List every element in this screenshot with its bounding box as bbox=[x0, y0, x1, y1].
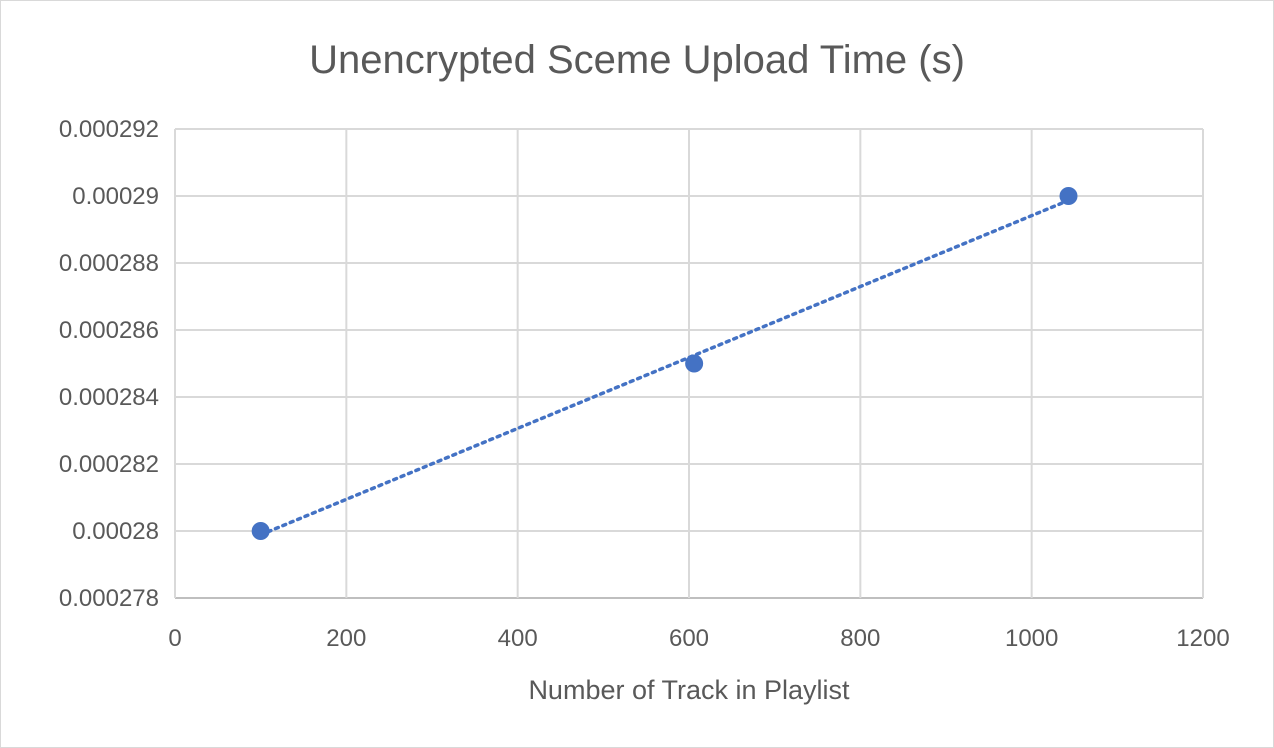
data-point bbox=[251, 522, 270, 540]
trendline bbox=[258, 198, 1071, 537]
y-tick-label: 0.000282 bbox=[59, 451, 159, 478]
y-tick-label: 0.000278 bbox=[59, 585, 159, 612]
y-tick-label: 0.00028 bbox=[72, 518, 159, 545]
data-point bbox=[1059, 187, 1078, 205]
chart-title: Unencrypted Sceme Upload Time (s) bbox=[309, 38, 965, 82]
x-axis-title: Number of Track in Playlist bbox=[528, 675, 850, 705]
y-tick-label: 0.000284 bbox=[59, 384, 159, 411]
x-tick-label: 400 bbox=[498, 625, 538, 652]
y-tick-label: 0.000286 bbox=[59, 317, 159, 344]
x-tick-label: 0 bbox=[168, 625, 181, 652]
gridlines bbox=[174, 128, 1204, 599]
x-tick-label: 1200 bbox=[1176, 625, 1229, 652]
trendline-layer bbox=[258, 198, 1071, 537]
y-axis-ticks: 0.000278 0.00028 0.000282 0.000284 0.000286 0… bbox=[59, 116, 159, 612]
data-points bbox=[251, 187, 1078, 540]
x-axis-ticks: 0 200 400 600 800 1000 1200 bbox=[168, 625, 1229, 652]
data-point bbox=[685, 354, 704, 373]
x-tick-label: 800 bbox=[840, 625, 880, 652]
y-tick-label: 0.00029 bbox=[72, 183, 159, 210]
y-tick-label: 0.000292 bbox=[59, 116, 159, 143]
x-tick-label: 600 bbox=[669, 625, 709, 652]
x-tick-label: 200 bbox=[326, 625, 366, 652]
x-tick-label: 1000 bbox=[1005, 625, 1058, 652]
y-tick-label: 0.000288 bbox=[59, 250, 159, 277]
